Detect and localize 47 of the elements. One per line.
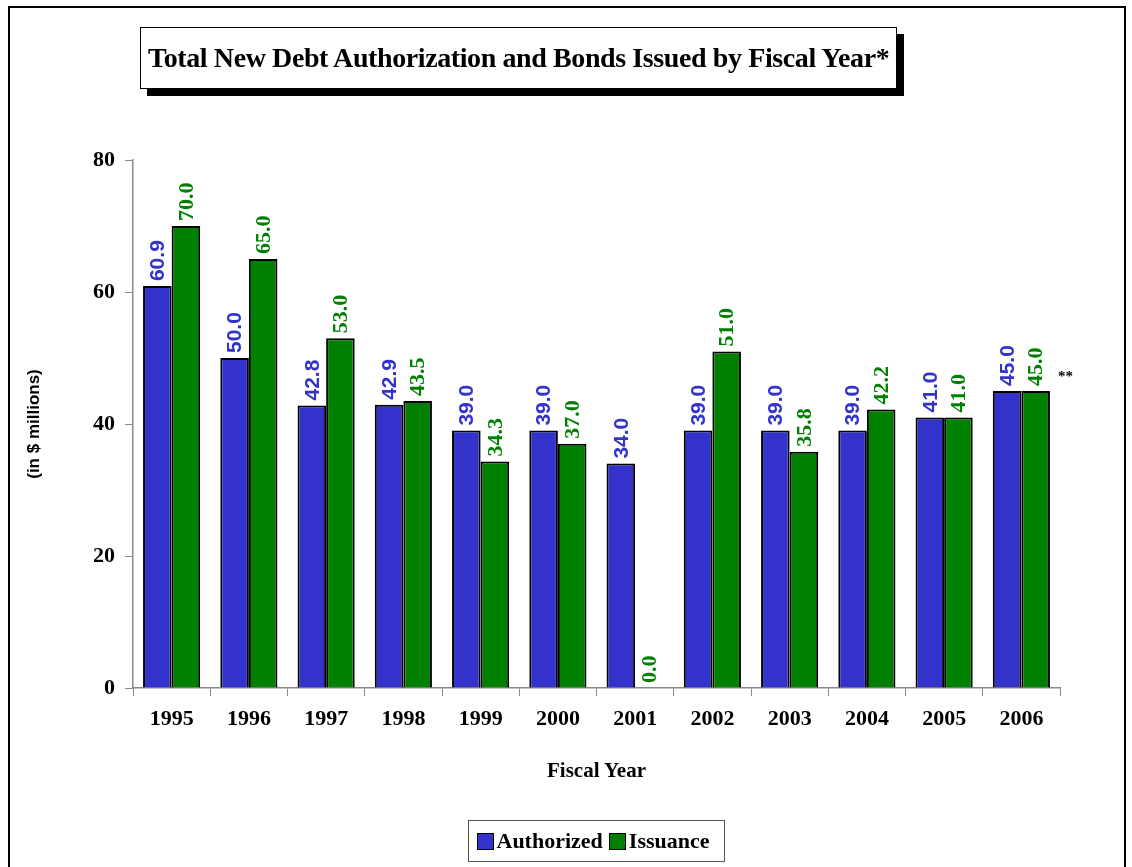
data-label: 39.0 — [763, 384, 787, 426]
y-tick-label: 20 — [93, 541, 115, 567]
y-tick-label: 80 — [93, 145, 115, 171]
legend-label: Issuance — [628, 828, 710, 854]
x-tick-label: 2005 — [922, 704, 967, 730]
data-label: 42.2 — [867, 365, 893, 405]
data-label: 34.3 — [481, 418, 507, 457]
x-tick-label: 1998 — [381, 704, 426, 730]
data-label: 45.0 — [994, 345, 1018, 386]
x-tick-label: 1995 — [149, 704, 194, 730]
data-label: 50.0 — [222, 312, 246, 353]
data-label: 60.9 — [145, 240, 169, 282]
data-label: 43.5 — [404, 357, 430, 396]
data-label: 39.0 — [840, 384, 864, 426]
x-tick-label: 2003 — [767, 704, 812, 730]
x-tick-label: 2001 — [613, 704, 658, 730]
data-label: 65.0 — [249, 215, 275, 254]
data-label: 45.0 — [1022, 347, 1048, 386]
data-label: 0.0 — [636, 655, 662, 683]
x-tick-label: 1996 — [226, 704, 271, 730]
x-axis-title: Fiscal Year — [547, 757, 646, 782]
data-label: 39.0 — [454, 384, 478, 426]
x-tick-label: 2000 — [535, 704, 580, 730]
data-label: 39.0 — [531, 384, 555, 426]
data-label: 42.8 — [299, 359, 323, 401]
y-tick-label: 40 — [93, 409, 115, 435]
data-label: 42.9 — [376, 358, 400, 400]
x-tick-label: 1997 — [304, 704, 349, 730]
data-label: 35.8 — [790, 408, 816, 447]
data-label: 53.0 — [327, 294, 353, 334]
x-tick-label: 1999 — [458, 704, 503, 730]
x-tick-label: 2004 — [844, 704, 889, 730]
y-tick-label: 0 — [104, 673, 115, 699]
data-label: 34.0 — [608, 417, 632, 459]
data-label: 41.0 — [945, 373, 971, 413]
y-axis-title: (in $ millions) — [23, 369, 43, 479]
y-tick-label: 60 — [93, 277, 115, 303]
data-label: 37.0 — [558, 400, 584, 439]
data-label: 70.0 — [172, 182, 198, 221]
x-tick-label: 2006 — [999, 704, 1044, 730]
data-label: 51.0 — [713, 307, 739, 347]
annotation: ** — [1057, 367, 1073, 384]
legend-label: Authorized — [496, 828, 603, 854]
data-label: 39.0 — [685, 384, 709, 426]
x-tick-label: 2002 — [690, 704, 735, 730]
chart-title: Total New Debt Authorization and Bonds Issued by Fiscal Year* — [140, 27, 898, 89]
data-label: 41.0 — [917, 371, 941, 413]
